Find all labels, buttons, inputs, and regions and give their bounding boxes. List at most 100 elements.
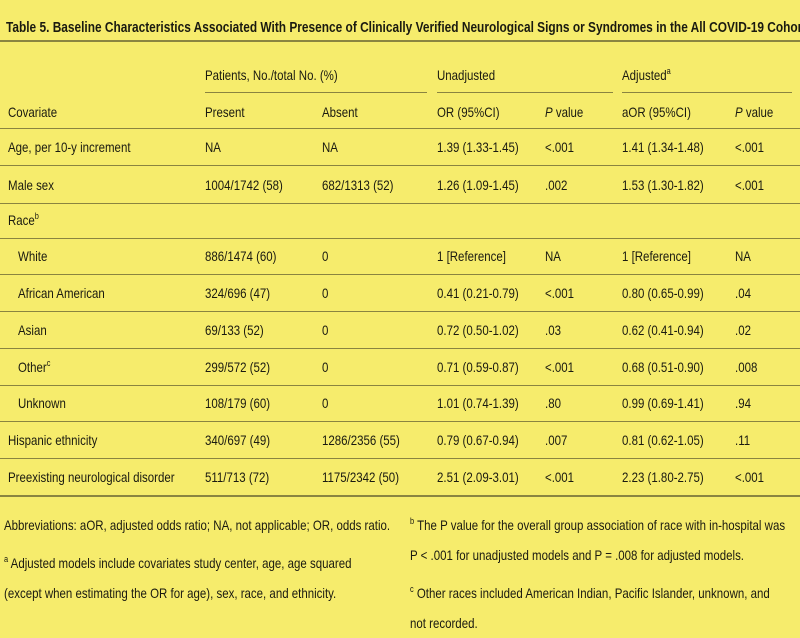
cell: 1.39 (1.33-1.45) [437,139,519,155]
footnote: a Adjusted models include covariates stu… [4,548,365,608]
column-header: P value [545,104,584,120]
page: Table 5. Baseline Characteristics Associ… [0,20,800,631]
cell: 511/713 (72) [205,469,270,485]
row-label: Hispanic ethnicity [8,432,98,448]
column-header: aOR (95%CI) [622,104,691,120]
row-label: Raceb [8,211,39,229]
cell: <.001 [545,285,575,301]
cell: 0 [322,248,329,264]
cell: 1 [Reference] [437,248,506,264]
row-label: Age, per 10-y increment [8,139,131,155]
cell: 0.68 (0.51-0.90) [622,359,704,375]
rule [0,458,800,459]
cell: 1 [Reference] [622,248,691,264]
cell: 340/697 (49) [205,432,271,448]
cell: 0 [322,359,329,375]
group-header-text: Adjusted [622,67,667,83]
footnote: c Other races included American Indian, … [410,578,789,638]
cell: 1.41 (1.34-1.48) [622,139,704,155]
subrow-label: Otherc [18,358,50,376]
column-header: OR (95%CI) [437,104,500,120]
cell: <.001 [735,469,765,485]
footnote-text: The P value for the overall group associ… [410,517,786,563]
cell: 0.79 (0.67-0.94) [437,432,519,448]
rule [0,495,800,497]
cell: .04 [735,285,751,301]
cell: 1286/2356 (55) [322,432,400,448]
cell: 0.72 (0.50-1.02) [437,322,519,338]
cell: NA [322,139,338,155]
footnote: b The P value for the overall group asso… [410,510,789,570]
cell: 0.99 (0.69-1.41) [622,395,704,411]
superscript: b [34,211,39,221]
table-title: Table 5. Baseline Characteristics Associ… [6,20,800,36]
cell: <.001 [735,177,765,193]
rule [622,92,792,93]
cell: 324/696 (47) [205,285,271,301]
cell: 682/1313 (52) [322,177,394,193]
cell: <.001 [735,139,765,155]
subrow-label-text: Other [18,359,47,375]
column-header: Present [205,104,245,120]
column-header: P value [735,104,774,120]
cell: .11 [735,432,751,448]
cell: 0 [322,285,329,301]
rule [0,274,800,275]
rule [0,348,800,349]
rule [0,128,800,129]
row-label: Preexisting neurological disorder [8,469,175,485]
group-header: Unadjusted [437,67,496,83]
cell: NA [205,139,221,155]
cell: .94 [735,395,751,411]
cell: 0.81 (0.62-1.05) [622,432,704,448]
cell: .007 [545,432,568,448]
cell: 886/1474 (60) [205,248,277,264]
cell: 0 [322,395,329,411]
cell: 0 [322,322,329,338]
cell: <.001 [545,359,575,375]
cell: NA [545,248,561,264]
cell: 1004/1742 (58) [205,177,283,193]
footnote-mark: b [410,516,415,526]
cell: 2.51 (2.09-3.01) [437,469,519,485]
rule [205,92,427,93]
cell: 1175/2342 (50) [322,469,400,485]
rule [437,92,613,93]
group-header: Adjusteda [622,66,671,84]
cell: <.001 [545,469,575,485]
column-header: Covariate [8,104,58,120]
row-label: Male sex [8,177,54,193]
group-header: Patients, No./total No. (%) [205,67,338,83]
footnote-mark: a [4,554,9,564]
cell: .03 [545,322,561,338]
abbreviations: Abbreviations: aOR, adjusted odds ratio;… [4,517,391,533]
subrow-label: African American [18,285,105,301]
superscript: c [46,358,51,368]
rule [0,421,800,422]
rule [0,203,800,204]
cell: .008 [735,359,758,375]
cell: 108/179 (60) [205,395,271,411]
cell: 2.23 (1.80-2.75) [622,469,704,485]
cell: 1.01 (0.74-1.39) [437,395,519,411]
row-label-text: Race [8,212,35,228]
cell: 69/133 (52) [205,322,264,338]
cell: 1.53 (1.30-1.82) [622,177,704,193]
rule [0,40,800,42]
subrow-label: White [18,248,48,264]
rule [0,311,800,312]
footnote-text: Other races included American Indian, Pa… [410,585,770,631]
subrow-label: Asian [18,322,47,338]
rule [0,385,800,386]
cell: <.001 [545,139,575,155]
cell: 0.71 (0.59-0.87) [437,359,519,375]
cell: 299/572 (52) [205,359,271,375]
cell: 0.62 (0.41-0.94) [622,322,704,338]
subrow-label: Unknown [18,395,66,411]
rule [0,165,800,166]
cell: .02 [735,322,751,338]
superscript: a [666,66,671,76]
cell: .002 [545,177,568,193]
cell: 0.41 (0.21-0.79) [437,285,519,301]
column-header: Absent [322,104,358,120]
